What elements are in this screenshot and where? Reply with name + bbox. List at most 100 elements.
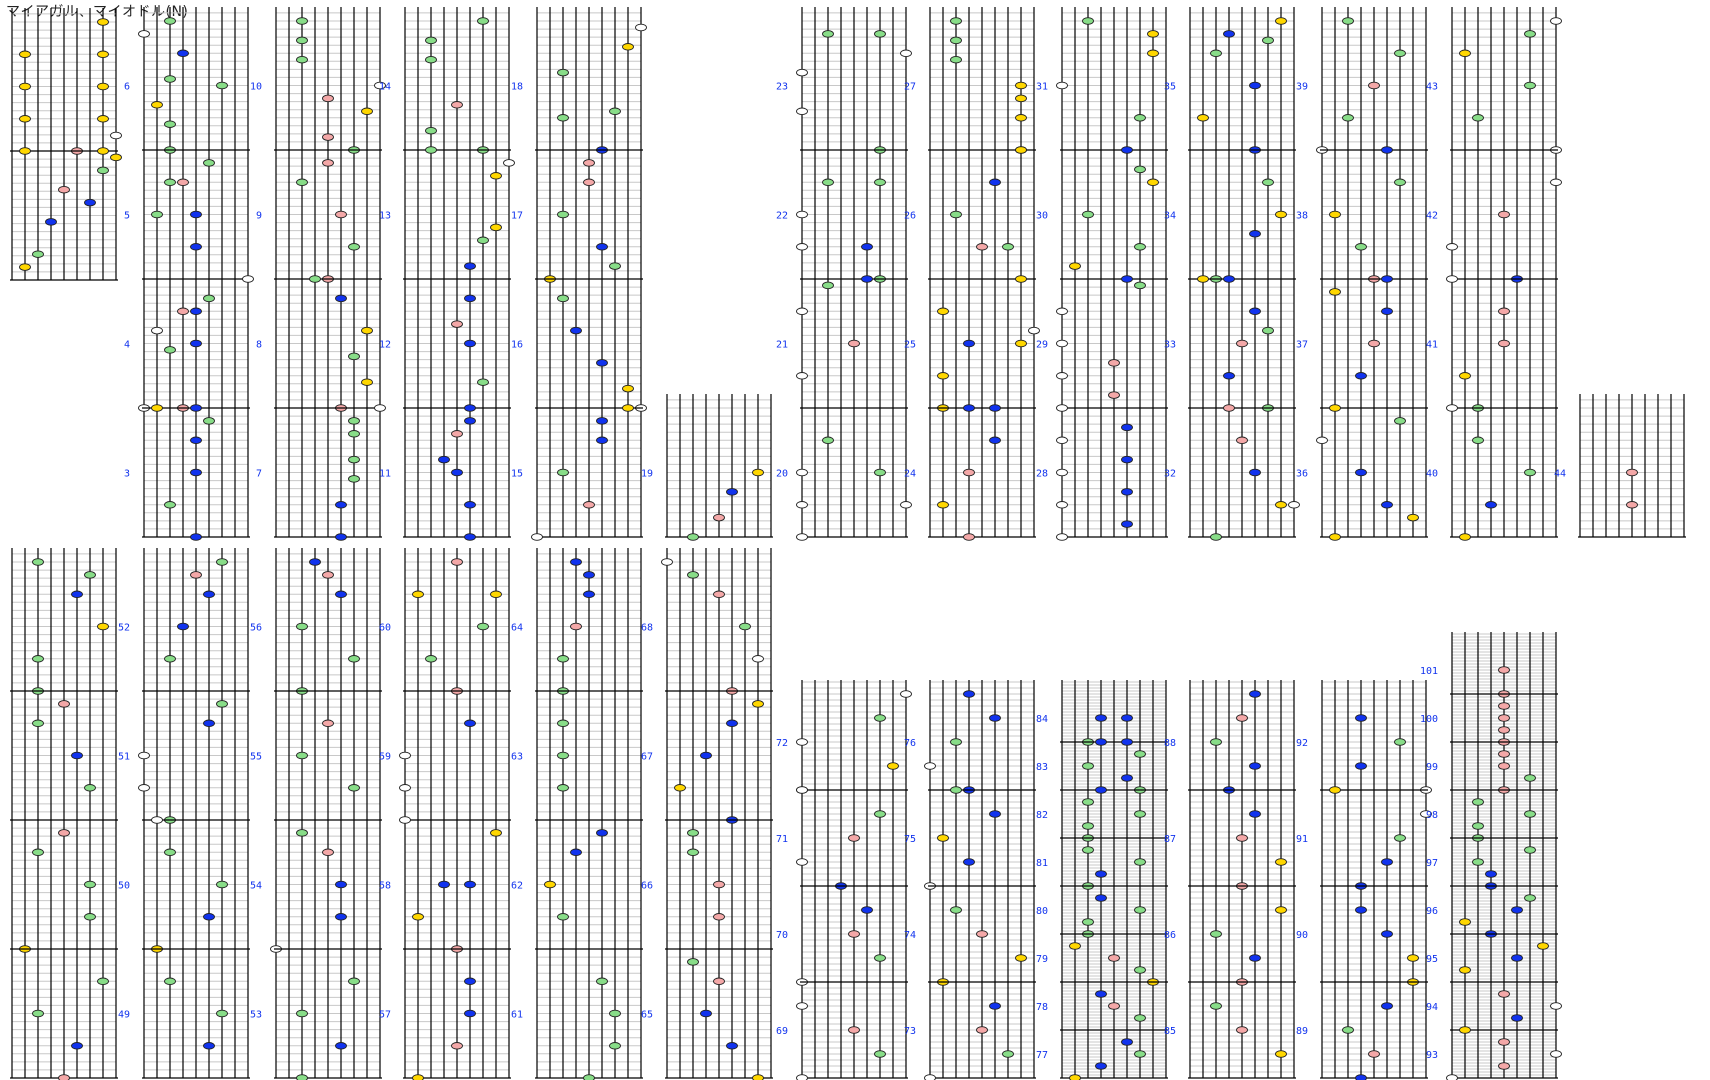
note-green xyxy=(425,36,437,45)
note-white xyxy=(1420,810,1432,818)
note-white xyxy=(796,372,808,380)
note-blue xyxy=(464,880,476,889)
note-pink xyxy=(1108,359,1120,367)
note-blue xyxy=(1095,738,1107,746)
note-yellow xyxy=(490,590,502,599)
note-pink xyxy=(713,880,725,889)
note-green xyxy=(84,880,96,889)
note-yellow xyxy=(937,372,949,380)
note-yellow xyxy=(19,147,31,155)
note-blue xyxy=(464,1009,476,1018)
note-green xyxy=(164,848,176,857)
note-white xyxy=(661,558,673,566)
note-green xyxy=(739,622,751,631)
note-pink xyxy=(976,243,988,251)
note-pink xyxy=(713,590,725,599)
note-blue xyxy=(190,468,202,477)
note-white xyxy=(900,49,912,58)
note-blue xyxy=(84,198,96,207)
note-green xyxy=(84,784,96,792)
measure-number: 52 xyxy=(118,623,130,634)
note-pink xyxy=(451,101,463,109)
note-green xyxy=(874,30,886,38)
note-blue xyxy=(1511,954,1523,962)
note-white xyxy=(242,275,254,283)
note-pink xyxy=(1236,339,1248,348)
note-blue xyxy=(963,690,975,698)
note-green xyxy=(950,210,962,219)
note-green xyxy=(32,719,44,728)
note-green xyxy=(32,558,44,566)
note-green xyxy=(348,417,360,425)
measure-number: 93 xyxy=(1426,1050,1438,1061)
note-green xyxy=(1134,165,1146,174)
note-pink xyxy=(1236,834,1248,842)
note-pink xyxy=(58,829,70,837)
note-green xyxy=(425,126,437,135)
measure-number: 17 xyxy=(511,211,523,222)
note-blue xyxy=(1355,906,1367,914)
measure-number: 62 xyxy=(511,881,523,892)
measure-number: 30 xyxy=(1036,211,1048,222)
note-green xyxy=(822,436,834,445)
note-yellow xyxy=(110,153,122,162)
measure-number: 69 xyxy=(776,1026,788,1037)
note-yellow xyxy=(1197,275,1209,283)
measure-number: 3 xyxy=(124,469,130,480)
measure-number: 31 xyxy=(1036,82,1048,93)
note-pink xyxy=(848,834,860,842)
note-white xyxy=(1446,275,1458,283)
note-blue xyxy=(1381,1002,1393,1010)
note-blue xyxy=(1095,714,1107,722)
measure-number: 8 xyxy=(256,340,262,351)
measure-number: 64 xyxy=(511,623,523,634)
measure-number: 76 xyxy=(904,738,916,749)
note-green xyxy=(874,468,886,477)
note-blue xyxy=(1249,230,1261,238)
note-white xyxy=(796,786,808,794)
note-green xyxy=(203,294,215,303)
note-blue xyxy=(203,1042,215,1050)
measure-number: 27 xyxy=(904,82,916,93)
note-green xyxy=(216,880,228,889)
note-pink xyxy=(1498,990,1510,998)
note-green xyxy=(1394,738,1406,746)
measure-number: 89 xyxy=(1296,1026,1308,1037)
note-blue xyxy=(596,417,608,425)
note-white xyxy=(1316,436,1328,445)
note-yellow xyxy=(151,404,163,412)
note-blue xyxy=(1121,455,1133,464)
note-white xyxy=(1056,468,1068,477)
note-blue xyxy=(1249,690,1261,698)
measure-number: 37 xyxy=(1296,340,1308,351)
note-green xyxy=(596,977,608,986)
note-white xyxy=(1550,178,1562,187)
measure-number: 72 xyxy=(776,738,788,749)
note-blue xyxy=(700,751,712,760)
note-blue xyxy=(335,294,347,303)
note-pink xyxy=(570,622,582,631)
note-yellow xyxy=(1147,30,1159,38)
note-yellow xyxy=(887,762,899,770)
note-yellow xyxy=(97,50,109,59)
measure-number: 11 xyxy=(379,469,391,480)
note-blue xyxy=(1223,275,1235,283)
note-blue xyxy=(596,359,608,367)
note-green xyxy=(1472,798,1484,806)
note-yellow xyxy=(97,622,109,631)
note-pink xyxy=(1368,81,1380,90)
note-yellow xyxy=(1329,210,1341,219)
note-blue xyxy=(464,533,476,541)
note-green xyxy=(950,738,962,746)
note-white xyxy=(138,30,150,38)
note-green xyxy=(557,751,569,760)
note-green xyxy=(296,622,308,631)
note-green xyxy=(583,1074,595,1080)
note-pink xyxy=(322,848,334,857)
note-pink xyxy=(976,930,988,938)
note-pink xyxy=(1498,339,1510,348)
note-pink xyxy=(322,133,334,141)
note-yellow xyxy=(1015,954,1027,962)
note-blue xyxy=(596,436,608,445)
note-green xyxy=(1210,1002,1222,1010)
